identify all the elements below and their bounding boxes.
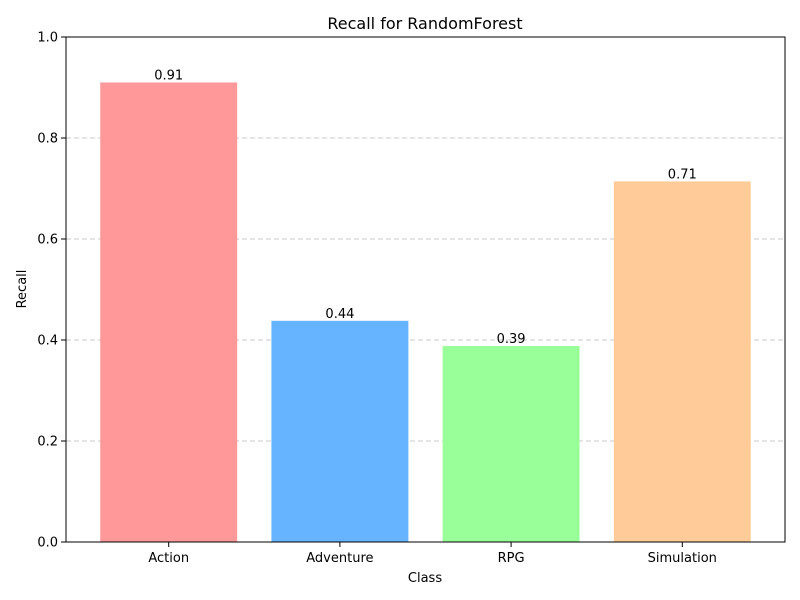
y-tick-label: 0.0: [37, 536, 58, 551]
x-tick-label: Adventure: [306, 551, 373, 566]
bar-value-labels: 0.91 0.44 0.39 0.71: [154, 68, 697, 347]
y-tick-label: 0.2: [37, 435, 58, 450]
y-tick-label: 0.6: [37, 233, 58, 248]
bar-value-label: 0.39: [497, 332, 526, 347]
y-tick-label: 0.4: [37, 334, 58, 349]
chart-title: Recall for RandomForest: [327, 14, 522, 33]
x-tick-label: RPG: [498, 551, 525, 566]
y-axis-label: Recall: [15, 270, 30, 309]
y-tick-label: 1.0: [37, 31, 58, 46]
x-axis-ticks: Action Adventure RPG Simulation: [148, 542, 717, 566]
bar-value-label: 0.71: [668, 167, 697, 182]
bar-rpg: [442, 346, 580, 542]
bar-value-label: 0.91: [154, 68, 183, 83]
plot-frame: [65, 36, 786, 543]
y-tick-label: 0.8: [37, 132, 58, 147]
x-axis-label: Class: [408, 571, 442, 586]
x-tick-label: Simulation: [648, 551, 717, 566]
y-axis-ticks: 0.0 0.2 0.4 0.6 0.8 1.0: [37, 31, 66, 551]
bar-action: [100, 82, 238, 542]
bar-adventure: [271, 320, 409, 542]
bar-simulation: [613, 181, 751, 542]
x-tick-label: Action: [148, 551, 189, 566]
bars: [100, 82, 751, 542]
bar-value-label: 0.44: [325, 307, 354, 322]
